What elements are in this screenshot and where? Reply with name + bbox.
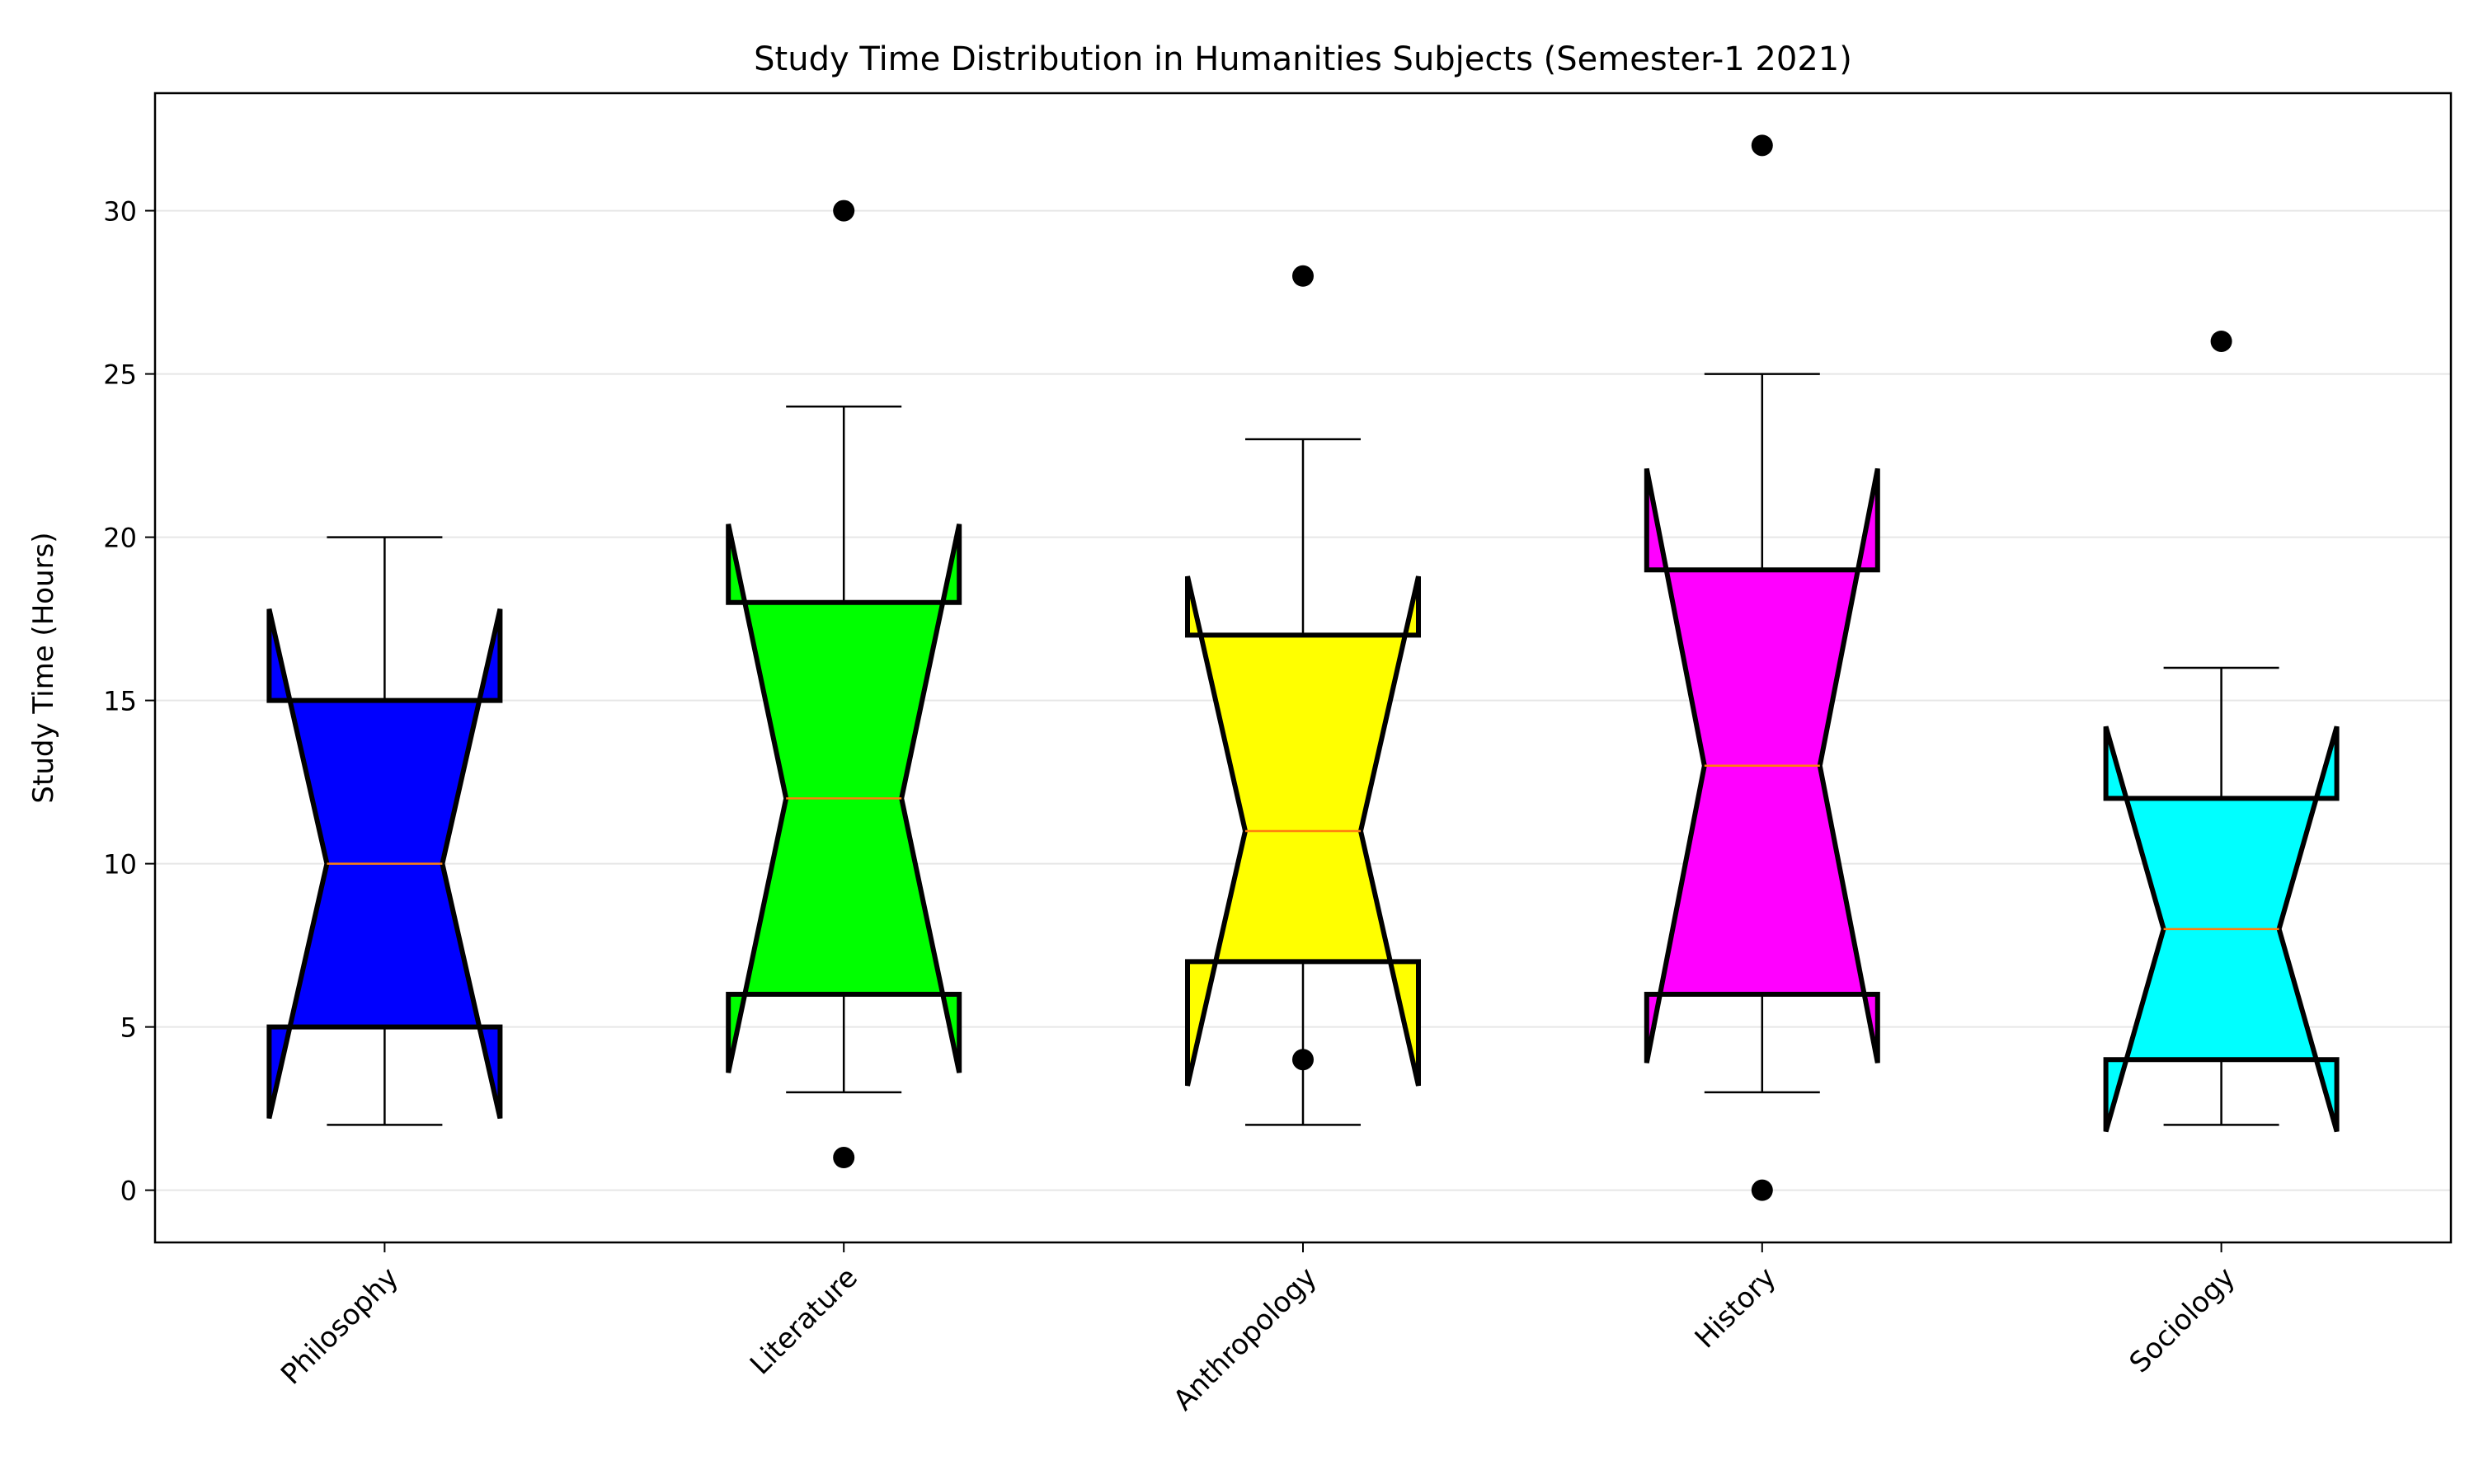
outlier-point (1292, 265, 1314, 287)
y-tick-label: 20 (103, 523, 137, 554)
y-axis-label: Study Time (Hours) (27, 532, 60, 803)
box-group-literature (726, 200, 962, 1169)
box-group-philosophy (266, 536, 503, 1126)
y-tick-label: 0 (120, 1176, 137, 1207)
box-group-history (1644, 134, 1880, 1201)
y-tick-label: 15 (103, 686, 137, 717)
y-tick-label: 30 (103, 196, 137, 228)
box-group-anthropology (1185, 265, 1421, 1126)
outlier-point (833, 200, 855, 222)
outlier-point (2210, 330, 2232, 352)
chart-title: Study Time Distribution in Humanities Su… (754, 40, 1852, 78)
outlier-point (1751, 134, 1773, 157)
outlier-point (1292, 1049, 1314, 1071)
box-group-sociology (2103, 330, 2340, 1133)
y-tick-label: 5 (120, 1012, 137, 1044)
boxes-layer (266, 134, 2340, 1201)
y-tick-label: 10 (103, 849, 137, 881)
outlier-point (1751, 1179, 1773, 1201)
y-tick-label: 25 (103, 359, 137, 391)
outlier-point (833, 1147, 855, 1169)
